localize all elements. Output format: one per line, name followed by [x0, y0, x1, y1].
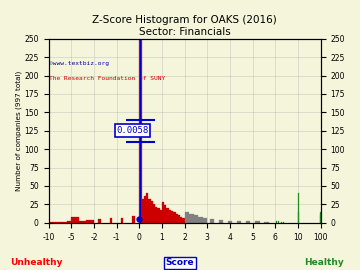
Bar [98, 219, 101, 223]
Bar [121, 218, 123, 223]
Bar [228, 221, 232, 223]
Bar [194, 215, 198, 223]
Bar [140, 39, 141, 223]
Bar [53, 222, 58, 223]
Bar [171, 211, 173, 223]
Bar [110, 218, 112, 223]
Bar [169, 210, 171, 223]
Bar [139, 39, 141, 223]
Text: The Research Foundation of SUNY: The Research Foundation of SUNY [49, 76, 165, 80]
Bar [219, 220, 223, 223]
Text: Unhealthy: Unhealthy [10, 258, 62, 267]
Bar [48, 221, 49, 223]
Bar [155, 207, 157, 223]
Bar [264, 222, 269, 223]
Bar [246, 221, 251, 223]
Bar [150, 201, 153, 223]
Bar [178, 215, 180, 223]
Text: ©www.textbiz.org: ©www.textbiz.org [49, 61, 108, 66]
Text: 0.0058: 0.0058 [116, 126, 149, 135]
Bar [160, 210, 162, 223]
Bar [185, 212, 189, 223]
Bar [176, 214, 178, 223]
Bar [71, 217, 79, 223]
Bar [58, 222, 62, 223]
Bar [146, 193, 148, 223]
Bar [298, 193, 299, 223]
Title: Z-Score Histogram for OAKS (2016)
Sector: Financials: Z-Score Histogram for OAKS (2016) Sector… [92, 15, 277, 37]
Bar [49, 222, 53, 223]
Bar [180, 217, 183, 223]
Text: Healthy: Healthy [304, 258, 344, 267]
Bar [283, 222, 284, 223]
Bar [62, 222, 67, 223]
Bar [67, 221, 71, 223]
Bar [157, 208, 160, 223]
Bar [189, 214, 194, 223]
Bar [164, 205, 166, 223]
Bar [278, 221, 279, 223]
Bar [148, 199, 150, 223]
Bar [166, 208, 169, 223]
Bar [144, 196, 146, 223]
Bar [320, 212, 321, 223]
Text: Score: Score [166, 258, 194, 267]
Bar [132, 216, 135, 223]
Bar [198, 217, 203, 223]
Bar [162, 202, 164, 223]
Bar [153, 204, 155, 223]
Bar [276, 221, 277, 223]
Bar [320, 215, 321, 223]
Bar [210, 219, 214, 223]
Bar [237, 221, 241, 223]
Bar [183, 218, 185, 223]
Y-axis label: Number of companies (997 total): Number of companies (997 total) [15, 71, 22, 191]
Bar [141, 199, 144, 223]
Bar [86, 220, 94, 223]
Bar [173, 212, 176, 223]
Bar [203, 218, 207, 223]
Bar [255, 221, 260, 223]
Bar [79, 221, 86, 223]
Bar [280, 222, 282, 223]
